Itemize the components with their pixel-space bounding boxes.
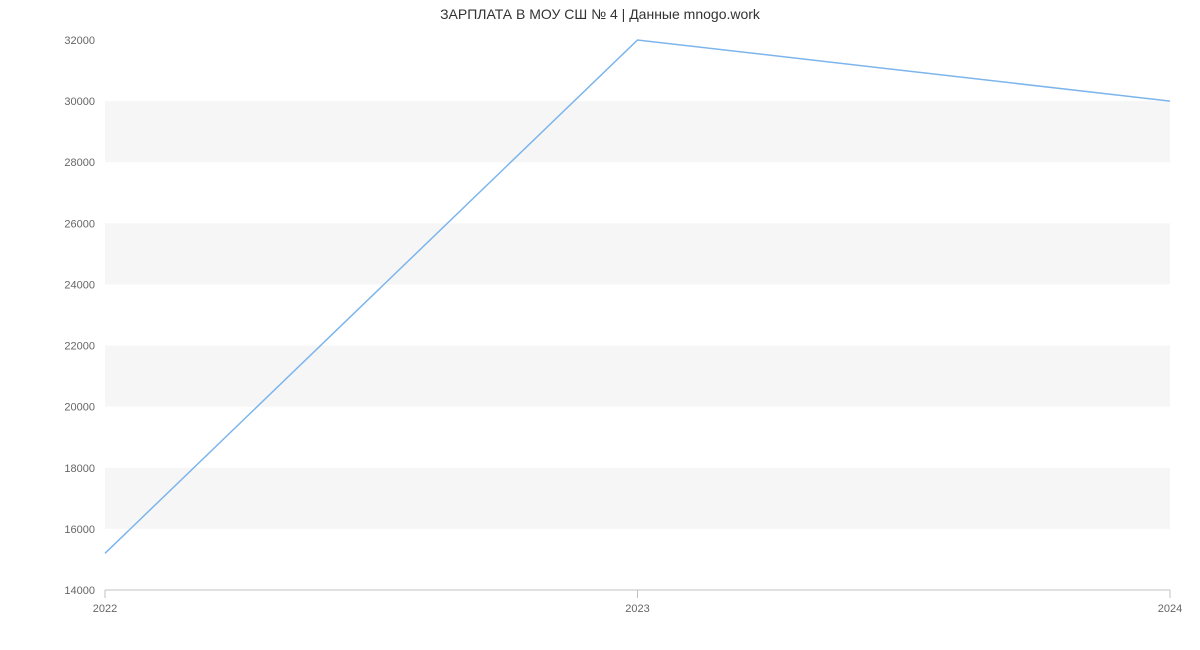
- y-axis-label: 30000: [64, 96, 95, 108]
- y-axis-label: 18000: [64, 463, 95, 475]
- y-axis-label: 16000: [64, 524, 95, 536]
- x-axis-label: 2024: [1158, 603, 1182, 615]
- grid-band: [105, 223, 1170, 284]
- y-axis-label: 24000: [64, 279, 95, 291]
- chart-svg: 2022 2023 2024 14000 16000 18000 20000 22000 240…: [0, 0, 1200, 650]
- grid-band: [105, 346, 1170, 407]
- y-axis-label: 32000: [64, 35, 95, 47]
- x-axis-label: 2023: [625, 603, 649, 615]
- x-axis-label: 2022: [93, 603, 117, 615]
- y-axis-label: 20000: [64, 402, 95, 414]
- grid-band: [105, 468, 1170, 529]
- y-axis-label: 14000: [64, 585, 95, 597]
- salary-line-chart: ЗАРПЛАТА В МОУ СШ № 4 | Данные mnogo.wor…: [0, 0, 1200, 650]
- grid-band: [105, 101, 1170, 162]
- chart-title: ЗАРПЛАТА В МОУ СШ № 4 | Данные mnogo.wor…: [0, 6, 1200, 22]
- y-axis-label: 22000: [64, 341, 95, 353]
- y-axis-label: 26000: [64, 218, 95, 230]
- y-axis-label: 28000: [64, 157, 95, 169]
